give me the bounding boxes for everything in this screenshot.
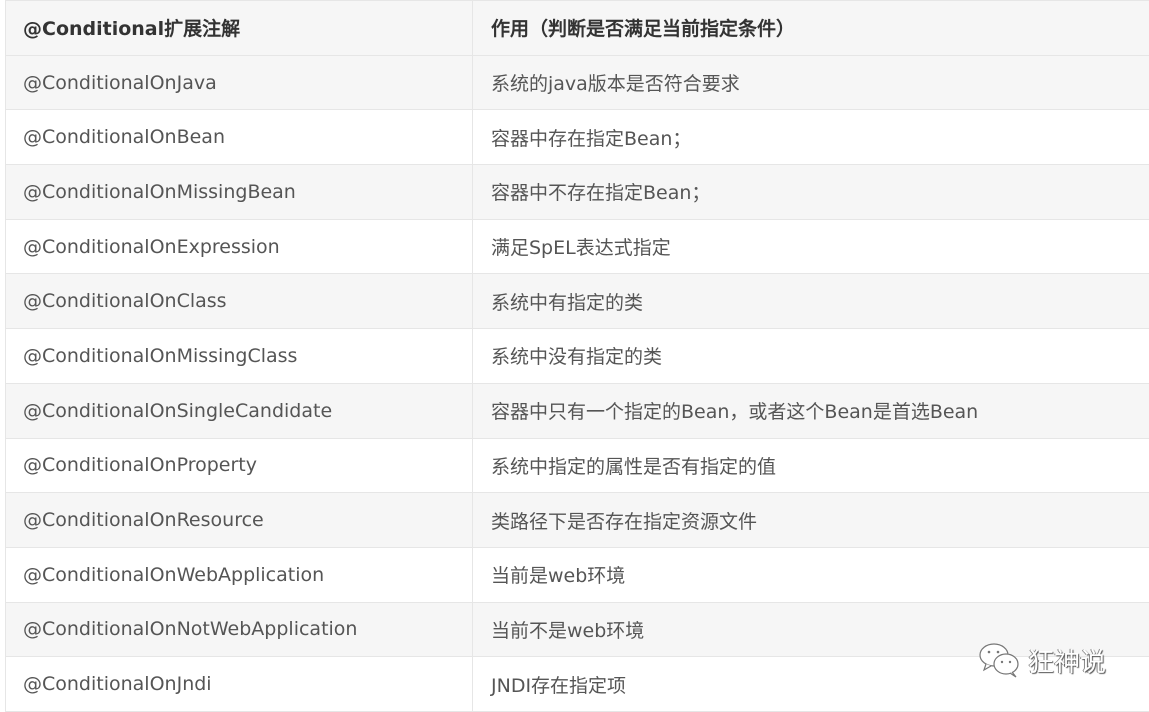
annotation-cell: @ConditionalOnBean [5, 109, 473, 166]
watermark-text: 狂神说 [1028, 647, 1107, 678]
table-row: @ConditionalOnClass 系统中有指定的类 [5, 273, 1149, 330]
purpose-cell: 系统中指定的属性是否有指定的值 [472, 437, 1149, 494]
table-row: @ConditionalOnResource 类路径下是否存在指定资源文件 [5, 492, 1149, 548]
table-row: @ConditionalOnExpression 满足SpEL表达式指定 [5, 218, 1149, 275]
purpose-cell: 容器中不存在指定Bean； [472, 164, 1149, 220]
annotation-cell: @ConditionalOnJava [5, 54, 473, 111]
annotation-cell: @ConditionalOnMissingClass [5, 328, 473, 384]
header-annotation: @Conditional扩展注解 [5, 0, 473, 56]
table-row: @ConditionalOnJndi JNDI存在指定项 [5, 656, 1149, 712]
watermark: 狂神说 [978, 640, 1106, 680]
purpose-cell: 当前是web环境 [472, 546, 1149, 603]
table-row: @ConditionalOnSingleCandidate 容器中只有一个指定的B… [5, 382, 1149, 439]
table-row: @ConditionalOnBean 容器中存在指定Bean； [5, 109, 1149, 166]
purpose-cell: 满足SpEL表达式指定 [472, 218, 1149, 275]
annotation-cell: @ConditionalOnNotWebApplication [5, 601, 473, 658]
annotation-cell: @ConditionalOnResource [5, 492, 473, 548]
table-header-row: @Conditional扩展注解 作用（判断是否满足当前指定条件） [5, 0, 1149, 56]
purpose-cell: 系统中没有指定的类 [472, 328, 1149, 384]
purpose-cell: 系统的java版本是否符合要求 [472, 54, 1149, 111]
annotation-cell: @ConditionalOnMissingBean [5, 164, 473, 220]
annotation-cell: @ConditionalOnWebApplication [5, 546, 473, 603]
table-row: @ConditionalOnWebApplication 当前是web环境 [5, 546, 1149, 603]
annotation-cell: @ConditionalOnExpression [5, 218, 473, 275]
conditional-annotations-table: @Conditional扩展注解 作用（判断是否满足当前指定条件） @Condi… [5, 0, 1149, 712]
purpose-cell: JNDI存在指定项 [472, 656, 1149, 712]
purpose-cell: 容器中只有一个指定的Bean，或者这个Bean是首选Bean [472, 382, 1149, 439]
annotation-cell: @ConditionalOnSingleCandidate [5, 382, 473, 439]
annotation-cell: @ConditionalOnJndi [5, 656, 473, 712]
purpose-cell: 类路径下是否存在指定资源文件 [472, 492, 1149, 548]
table-row: @ConditionalOnProperty 系统中指定的属性是否有指定的值 [5, 437, 1149, 494]
purpose-cell: 当前不是web环境 [472, 601, 1149, 658]
table-row: @ConditionalOnJava 系统的java版本是否符合要求 [5, 54, 1149, 111]
annotation-cell: @ConditionalOnClass [5, 273, 473, 330]
header-purpose: 作用（判断是否满足当前指定条件） [472, 0, 1149, 56]
annotation-cell: @ConditionalOnProperty [5, 437, 473, 494]
table-row: @ConditionalOnMissingClass 系统中没有指定的类 [5, 328, 1149, 384]
purpose-cell: 容器中存在指定Bean； [472, 109, 1149, 166]
table-row: @ConditionalOnNotWebApplication 当前不是web环境 [5, 601, 1149, 658]
wechat-icon [979, 643, 1019, 678]
table-row: @ConditionalOnMissingBean 容器中不存在指定Bean； [5, 164, 1149, 220]
purpose-cell: 系统中有指定的类 [472, 273, 1149, 330]
